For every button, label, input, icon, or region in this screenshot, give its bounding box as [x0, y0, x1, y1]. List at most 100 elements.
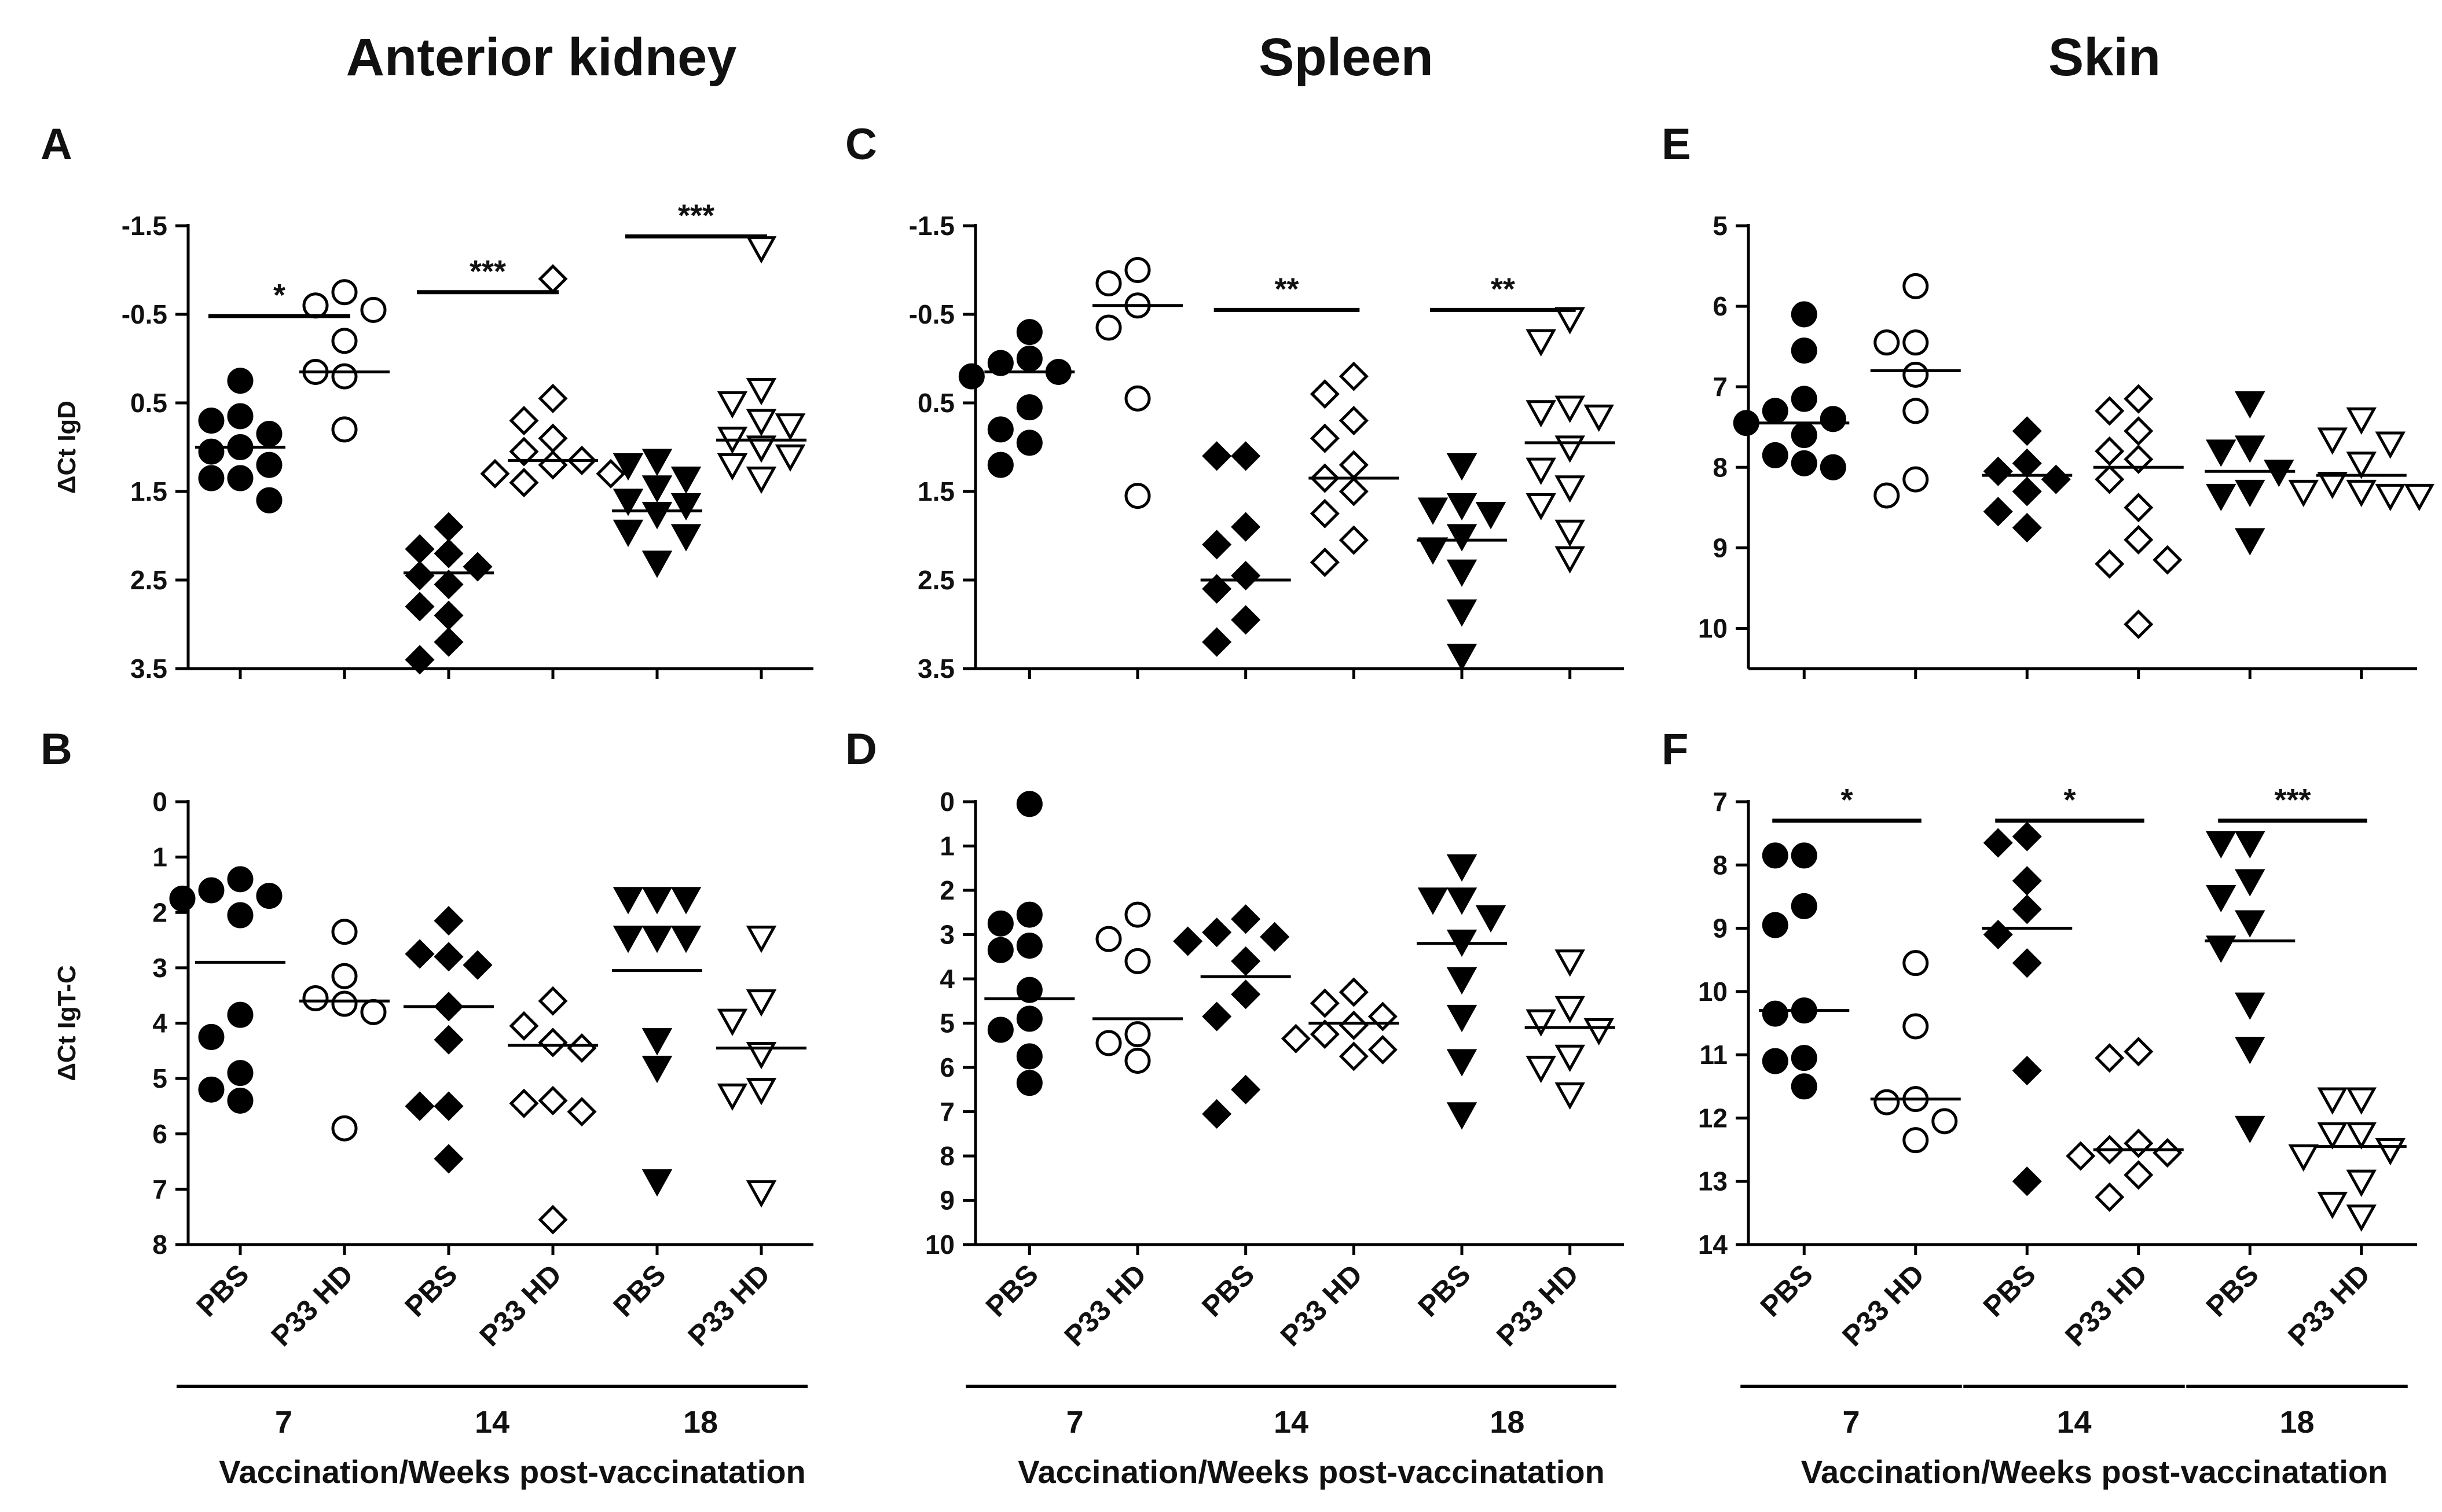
data-point — [227, 403, 254, 430]
data-point — [2235, 869, 2265, 897]
data-point — [1762, 842, 1788, 869]
data-point — [1016, 977, 1043, 1003]
x-axis-label: Vaccination/Weeks post-vaccinatation — [1018, 1454, 1605, 1490]
data-point — [1554, 996, 1585, 1023]
significance-label: ** — [1491, 271, 1515, 306]
series-pbs-18 — [2205, 391, 2296, 556]
data-point — [1583, 404, 1614, 432]
data-point — [1202, 1001, 1232, 1032]
y-tick-label: 8 — [1713, 452, 1728, 482]
data-point — [1446, 493, 1477, 521]
y-tick-label: 3.5 — [918, 654, 955, 684]
data-point — [2124, 444, 2154, 474]
significance-label: *** — [2274, 783, 2311, 817]
data-point — [1367, 1034, 1398, 1065]
data-point — [1526, 1009, 1556, 1037]
data-point — [1873, 1089, 1900, 1115]
data-point — [256, 421, 283, 447]
data-point — [405, 592, 435, 622]
data-point — [1554, 1082, 1585, 1110]
data-point — [670, 524, 702, 552]
data-point — [1902, 1013, 1929, 1040]
data-point — [256, 452, 283, 478]
data-point — [331, 963, 358, 989]
series-p33-hd-18 — [716, 926, 806, 1208]
panel-letter: E — [1662, 120, 1691, 169]
data-point — [331, 919, 358, 945]
data-point — [2346, 452, 2377, 479]
series-pbs-14 — [1200, 441, 1291, 657]
data-point — [1873, 329, 1900, 356]
data-point — [256, 487, 283, 513]
data-point — [1791, 842, 1817, 869]
y-tick-label: 10 — [1698, 977, 1728, 1007]
panel-c: C -1.5 -0.5 0.5 1.5 2.5 3.5 ** ** — [845, 120, 1624, 684]
series-p33-hd-14 — [480, 264, 626, 498]
data-point — [1791, 893, 1817, 919]
y-tick-label: 10 — [925, 1230, 955, 1260]
data-point — [2235, 435, 2265, 463]
data-point — [2095, 464, 2125, 494]
data-point — [1231, 904, 1261, 934]
data-point — [2206, 831, 2236, 859]
y-tick-label: 9 — [940, 1186, 955, 1216]
y-tick-label: 2.5 — [918, 565, 955, 595]
data-point — [1526, 1055, 1556, 1084]
data-point — [2404, 483, 2434, 512]
series-pbs-7 — [1759, 842, 1850, 1100]
week-label: 18 — [683, 1405, 718, 1440]
data-point — [509, 436, 539, 467]
data-point — [1762, 398, 1788, 424]
data-point — [1016, 1043, 1043, 1070]
series-p33-hd-7 — [299, 279, 390, 443]
data-point — [2066, 1141, 2096, 1171]
data-point — [987, 937, 1014, 963]
data-point — [987, 350, 1014, 376]
data-point — [2317, 471, 2348, 500]
data-point — [670, 887, 702, 915]
y-tick-label: 4 — [152, 1008, 167, 1038]
data-point — [1526, 493, 1556, 521]
data-point — [2012, 1166, 2042, 1197]
data-point — [613, 489, 644, 516]
y-tick-label: 2 — [940, 875, 955, 905]
data-point — [567, 1096, 597, 1127]
data-point — [987, 1016, 1014, 1043]
data-point — [169, 885, 196, 912]
week-label: 7 — [1842, 1405, 1860, 1440]
series-p33-hd-14 — [1281, 977, 1399, 1071]
data-point — [717, 1083, 748, 1111]
y-tick-label: -0.5 — [122, 299, 167, 329]
series-p33-hd-18 — [2288, 1087, 2407, 1232]
y-tick-label: 7 — [1713, 372, 1728, 402]
data-point — [434, 1144, 464, 1174]
data-point — [1983, 497, 2013, 527]
data-point — [1446, 1102, 1477, 1130]
data-point — [641, 502, 673, 530]
data-point — [1417, 497, 1449, 525]
data-point — [1554, 475, 1585, 503]
data-point — [1310, 379, 1340, 409]
data-point — [670, 466, 702, 494]
data-point — [1554, 546, 1585, 574]
series-p33-hd-14 — [2093, 384, 2184, 640]
data-point — [958, 363, 985, 390]
series-p33-hd-7 — [299, 919, 390, 1142]
data-point — [405, 645, 435, 675]
data-point — [1475, 502, 1506, 530]
data-point — [2235, 391, 2265, 419]
data-point — [746, 1180, 777, 1208]
data-point — [987, 416, 1014, 443]
data-point — [2095, 1043, 2125, 1073]
data-point — [256, 883, 283, 909]
data-point — [1339, 977, 1369, 1007]
data-point — [1983, 456, 2013, 486]
data-point — [567, 1033, 597, 1063]
data-point — [2095, 1182, 2125, 1212]
data-point — [1016, 319, 1043, 346]
y-tick-label: 2.5 — [130, 565, 167, 595]
series-pbs-14 — [404, 906, 494, 1174]
data-point — [1339, 1041, 1369, 1071]
data-point — [1202, 918, 1232, 948]
